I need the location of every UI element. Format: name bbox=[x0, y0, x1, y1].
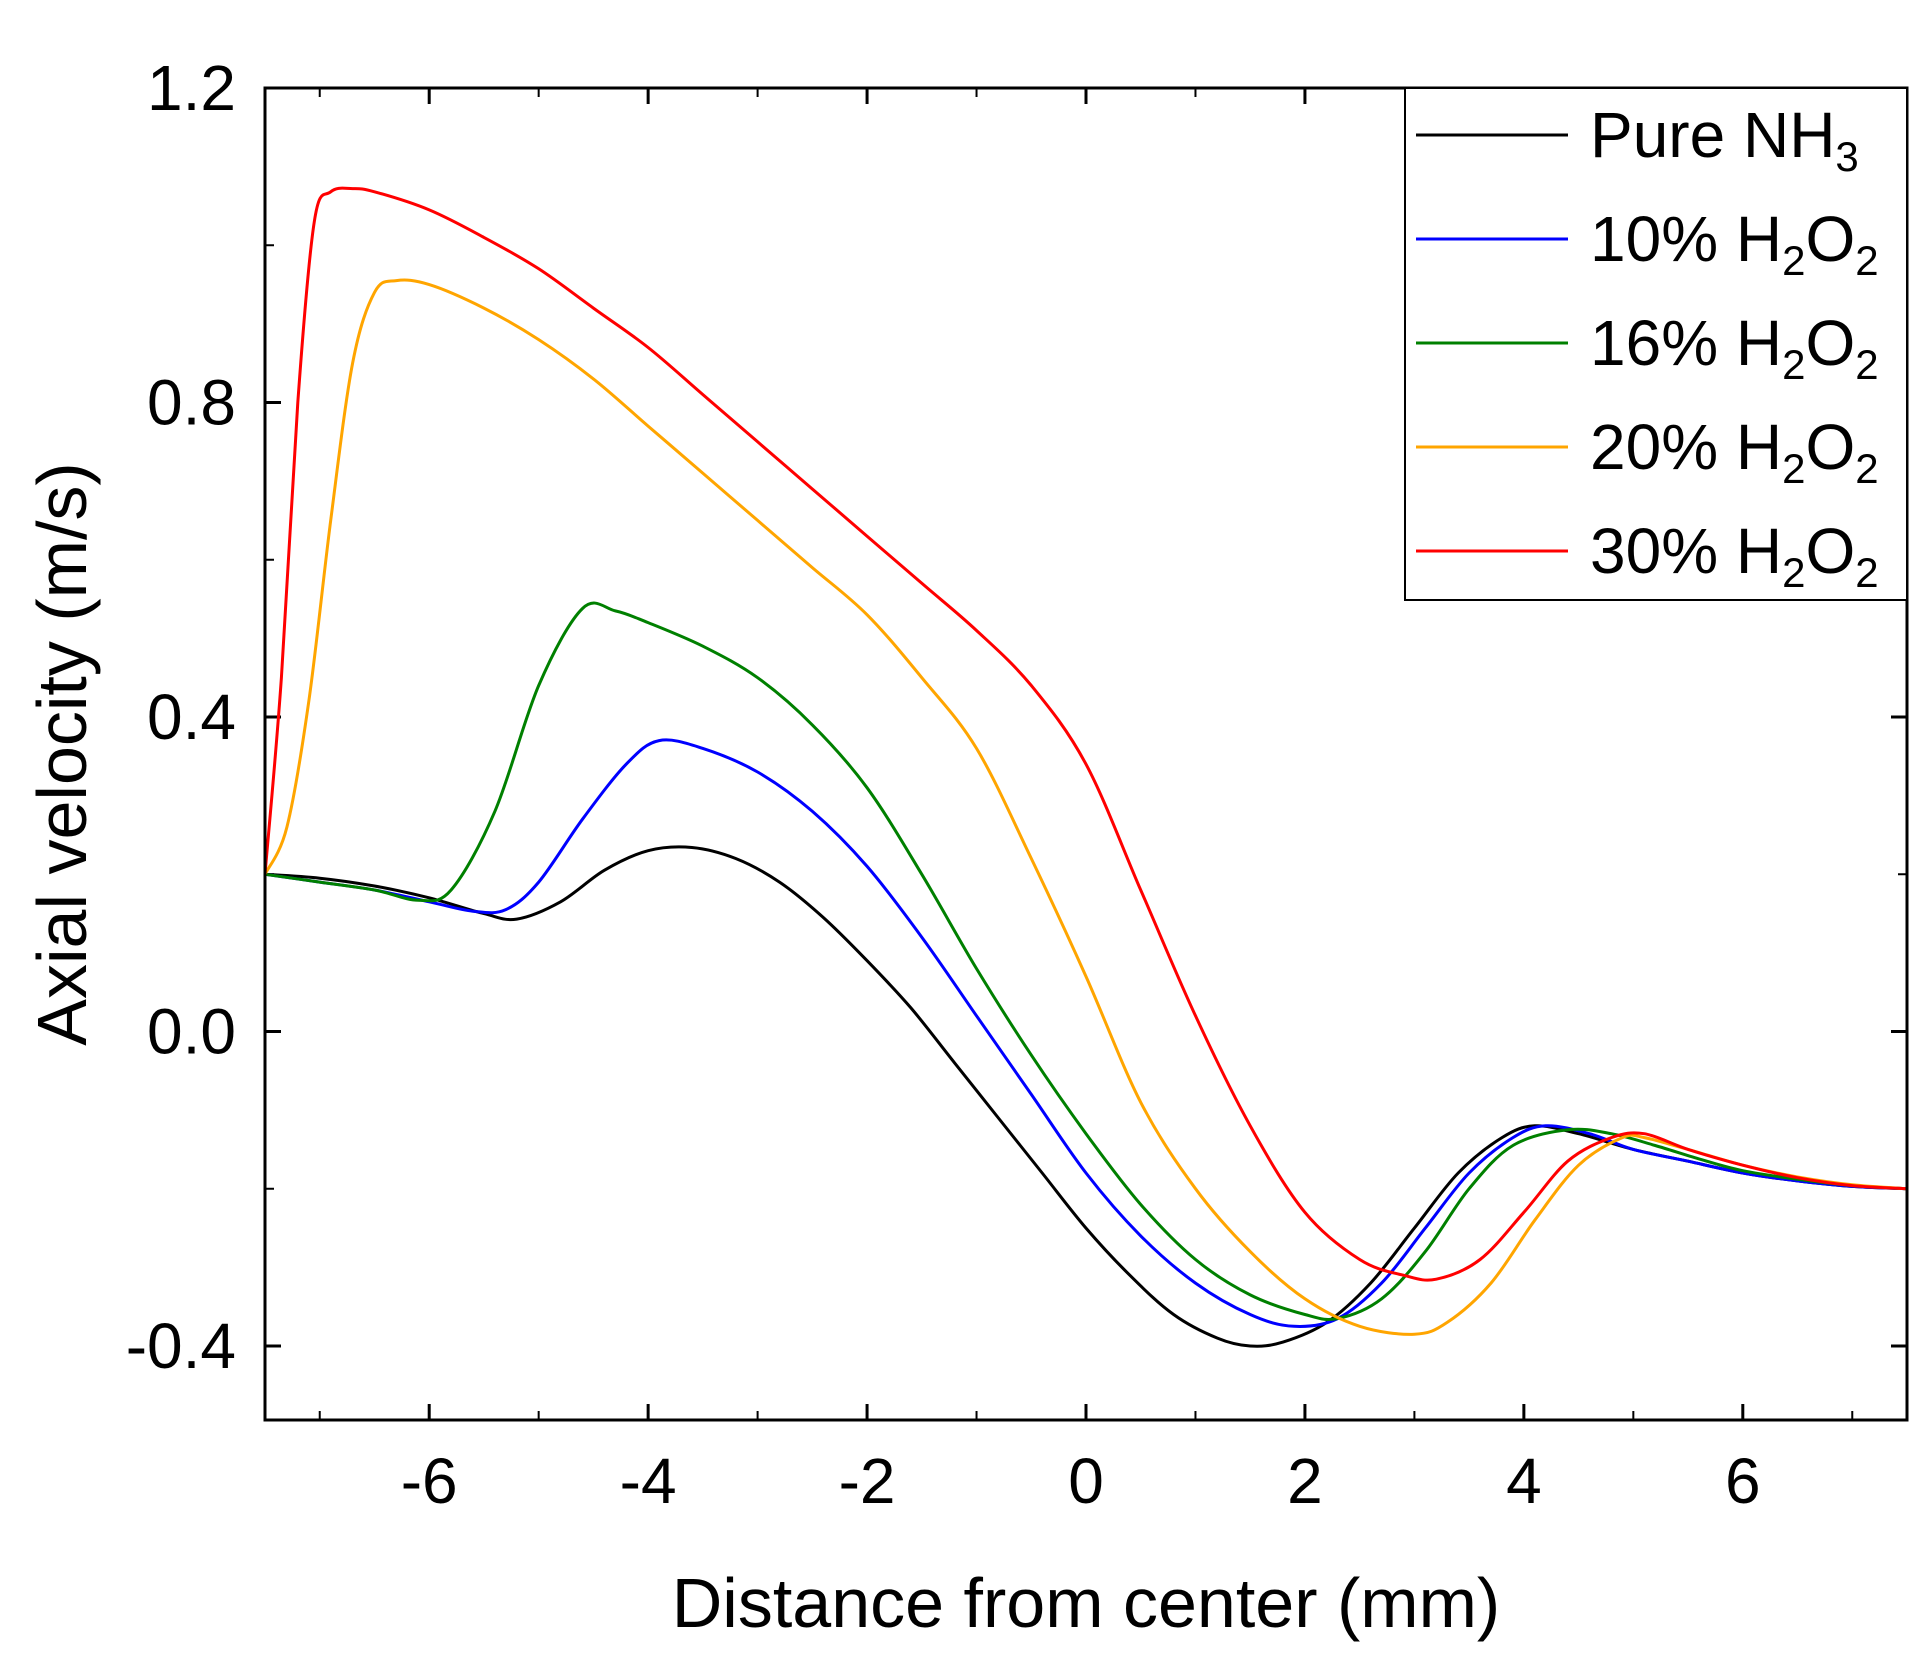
y-tick-label: 1.2 bbox=[147, 52, 236, 124]
y-axis-title: Axial velocity (m/s) bbox=[23, 462, 101, 1045]
series-line-2 bbox=[263, 601, 1909, 1322]
series-lines bbox=[263, 186, 1909, 1348]
y-tick-labels: -0.4 0.0 0.4 0.8 1.2 bbox=[126, 52, 236, 1382]
legend-label-1: 10% H2O2 bbox=[1590, 203, 1879, 284]
plot-frame bbox=[263, 86, 1909, 1422]
legend-items: Pure NH3 10% H2O2 16% H2O2 20% H2O2 30% H2O2 bbox=[1416, 99, 1879, 596]
series-line-4 bbox=[263, 186, 1909, 1282]
x-axis-title: Distance from center (mm) bbox=[672, 1564, 1500, 1642]
x-tick-label: 4 bbox=[1506, 1445, 1542, 1517]
legend-label-3: 20% H2O2 bbox=[1590, 411, 1879, 492]
series-line-3 bbox=[263, 278, 1909, 1336]
x-tick-label: -6 bbox=[401, 1445, 458, 1517]
y-tick-label: 0.4 bbox=[147, 681, 236, 753]
x-tick-label: 0 bbox=[1068, 1445, 1104, 1517]
x-tick-label: -2 bbox=[839, 1445, 896, 1517]
series-line-1 bbox=[263, 738, 1909, 1328]
legend-label-4: 30% H2O2 bbox=[1590, 515, 1879, 596]
x-tick-labels: -6 -4 -2 0 2 4 6 bbox=[401, 1445, 1761, 1517]
x-tick-label: -4 bbox=[620, 1445, 677, 1517]
x-tick-label: 2 bbox=[1287, 1445, 1323, 1517]
y-tick-label: 0.8 bbox=[147, 367, 236, 439]
x-tick-label: 6 bbox=[1725, 1445, 1761, 1517]
legend: Pure NH3 10% H2O2 16% H2O2 20% H2O2 30% H2O2 bbox=[1404, 87, 1908, 601]
series-line-0 bbox=[263, 845, 1909, 1348]
legend-label-2: 16% H2O2 bbox=[1590, 307, 1879, 388]
y-tick-label: 0.0 bbox=[147, 996, 236, 1068]
legend-label-0: Pure NH3 bbox=[1590, 99, 1859, 180]
y-tick-label: -0.4 bbox=[126, 1310, 236, 1382]
